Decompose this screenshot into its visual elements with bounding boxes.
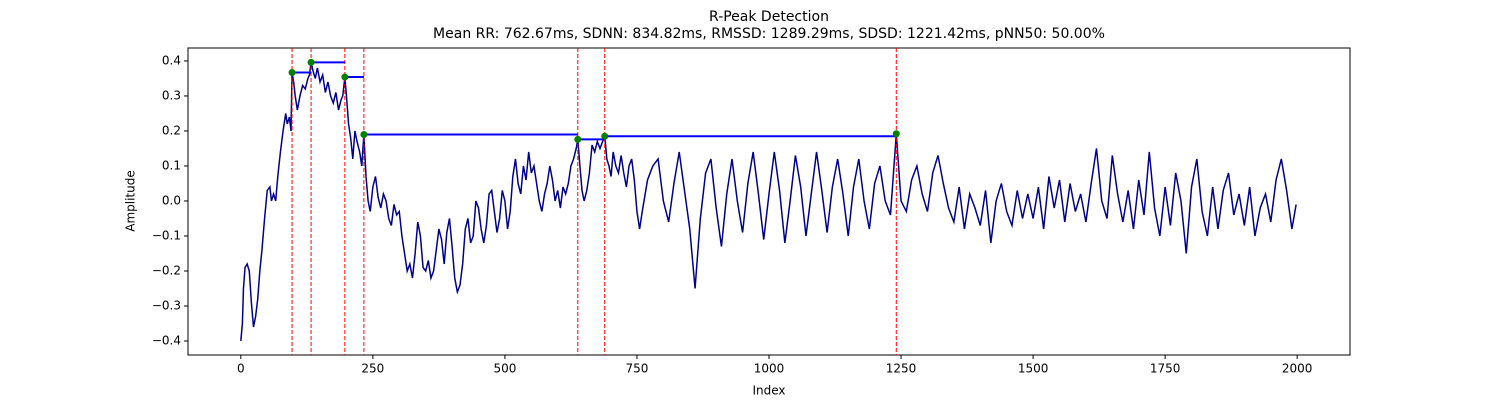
peak-marker (360, 130, 368, 138)
y-tick-label: −0.3 (152, 298, 181, 312)
x-tick-label: 1000 (754, 362, 785, 376)
x-axis-label: Index (752, 384, 785, 398)
y-tick-label: 0.4 (162, 53, 181, 67)
x-tick-label: 1750 (1150, 362, 1181, 376)
chart-title: R-Peak Detection (709, 9, 829, 25)
x-tick-label: 0 (237, 362, 245, 376)
signal-line (240, 62, 1297, 342)
x-tick-label: 500 (493, 362, 516, 376)
peak-marker (307, 58, 315, 66)
peak-marker (601, 132, 609, 140)
x-tick-label: 2000 (1282, 362, 1313, 376)
peak-marker (892, 130, 900, 138)
x-tick-label: 1500 (1018, 362, 1049, 376)
y-tick-label: −0.4 (152, 333, 181, 347)
y-tick-label: 0.2 (162, 123, 181, 137)
y-tick-label: 0.3 (162, 88, 181, 102)
x-tick-label: 750 (626, 362, 649, 376)
chart-subtitle: Mean RR: 762.67ms, SDNN: 834.82ms, RMSSD… (433, 26, 1105, 42)
y-axis-label: Amplitude (124, 170, 138, 232)
peak-marker (288, 69, 296, 77)
x-tick-label: 1250 (886, 362, 917, 376)
y-tick-label: 0.0 (162, 193, 181, 207)
y-tick-label: 0.1 (162, 158, 181, 172)
y-tick-label: −0.1 (152, 228, 181, 242)
peak-marker (341, 73, 349, 81)
plot-frame (187, 47, 1351, 356)
x-tick-label: 250 (361, 362, 384, 376)
peak-marker (574, 135, 582, 143)
y-tick-label: −0.2 (152, 263, 181, 277)
